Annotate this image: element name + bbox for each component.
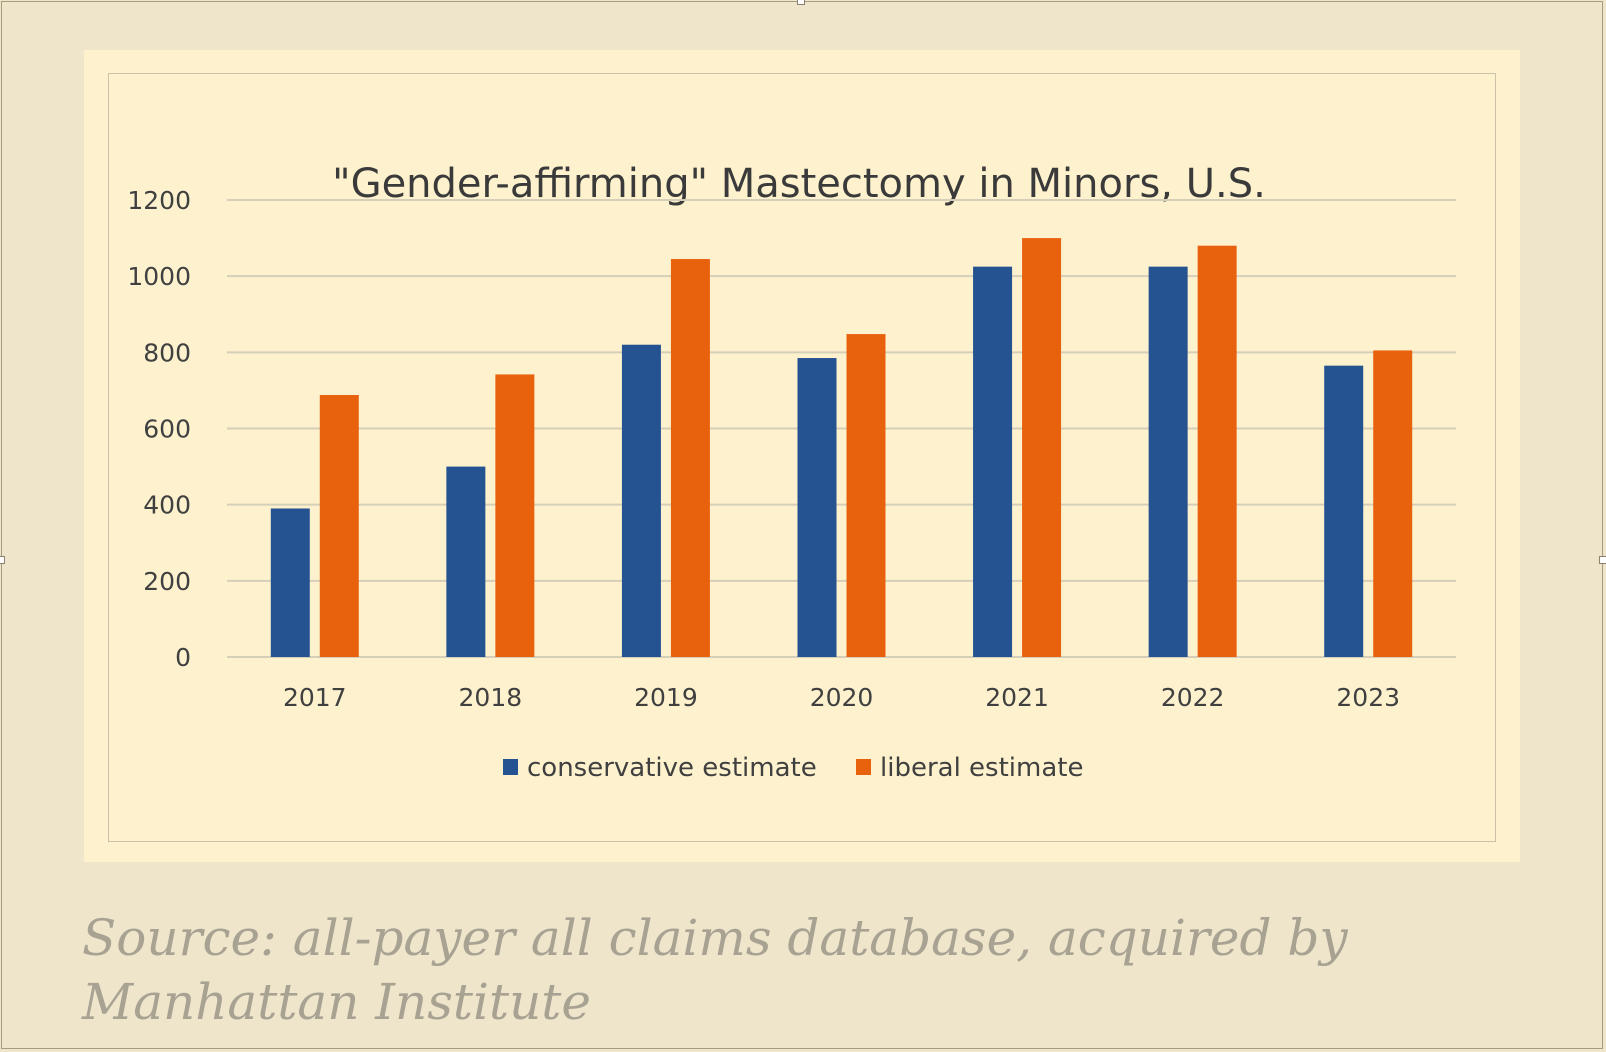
- bar-liberal-2021: [1022, 238, 1062, 658]
- x-tick-label: 2019: [634, 683, 698, 712]
- y-tick-label: 400: [143, 491, 191, 520]
- legend-label-liberal: liberal estimate: [880, 753, 1083, 783]
- bar-liberal-2019: [670, 259, 710, 657]
- bar-conservative-2018: [446, 466, 486, 657]
- legend-swatch-liberal: [856, 759, 871, 775]
- y-tick-label: 800: [143, 338, 191, 367]
- chart-card: "Gender-affirming" Mastectomy in Minors,…: [84, 50, 1520, 862]
- bar-chart: "Gender-affirming" Mastectomy in Minors,…: [127, 161, 1456, 783]
- legend-swatch-conservative: [503, 759, 518, 775]
- bar-liberal-2022: [1197, 245, 1237, 657]
- bar-conservative-2021: [973, 266, 1013, 657]
- x-axis-ticks: 2017 2018 2019 2020 2021 2022 2023: [283, 683, 1400, 712]
- bars: [270, 238, 1413, 658]
- x-tick-label: 2020: [810, 683, 874, 712]
- x-tick-label: 2023: [1336, 683, 1400, 712]
- y-tick-label: 1200: [127, 186, 191, 215]
- bar-liberal-2020: [846, 334, 886, 657]
- bar-liberal-2023: [1373, 350, 1413, 657]
- source-caption: Source: all-payer all claims database, a…: [82, 909, 1348, 1031]
- bar-liberal-2017: [319, 394, 359, 657]
- y-tick-label: 1000: [127, 262, 191, 291]
- resize-handle-right[interactable]: [1599, 556, 1606, 564]
- chart-area-border: [108, 73, 1496, 842]
- resize-handle-top[interactable]: [797, 0, 805, 5]
- x-tick-label: 2017: [283, 683, 347, 712]
- bar-conservative-2020: [797, 358, 837, 657]
- bar-conservative-2023: [1324, 365, 1364, 657]
- legend-label-conservative: conservative estimate: [527, 753, 817, 783]
- y-tick-label: 600: [143, 415, 191, 444]
- bar-conservative-2019: [621, 344, 661, 657]
- bar-liberal-2018: [495, 374, 535, 657]
- bar-conservative-2022: [1148, 266, 1188, 657]
- resize-handle-left[interactable]: [0, 556, 5, 564]
- x-tick-label: 2021: [985, 683, 1049, 712]
- x-tick-label: 2022: [1161, 683, 1225, 712]
- y-tick-label: 0: [175, 643, 191, 672]
- bar-conservative-2017: [270, 508, 310, 657]
- y-axis-ticks: 0 200 400 600 800 1000 1200: [127, 186, 191, 672]
- legend: conservative estimate liberal estimate: [503, 753, 1083, 783]
- gridlines: [227, 199, 1456, 658]
- y-tick-label: 200: [143, 567, 191, 596]
- x-tick-label: 2018: [459, 683, 523, 712]
